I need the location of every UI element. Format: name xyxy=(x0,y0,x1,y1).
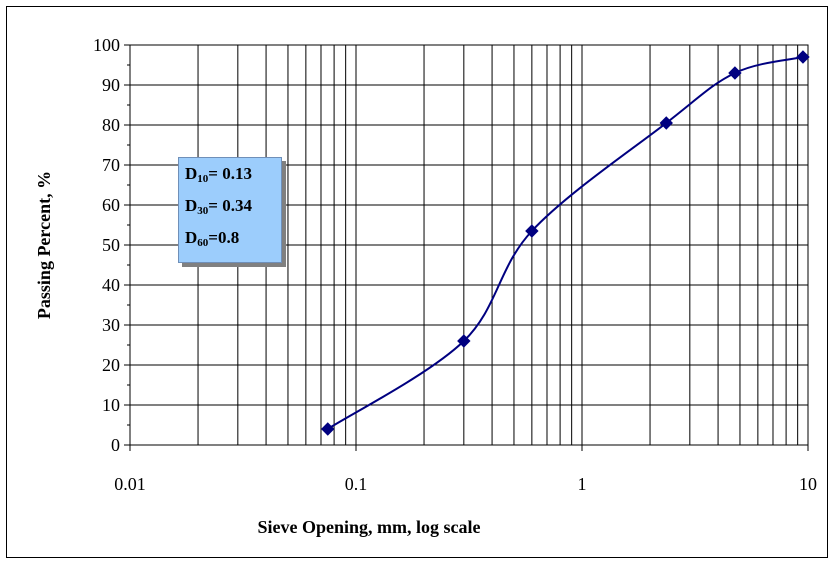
y-tick-label: 50 xyxy=(102,235,120,255)
series-markers xyxy=(321,50,810,436)
data-point-marker xyxy=(321,422,335,436)
y-axis-ticks: 0 10 20 30 40 50 60 70 80 90 100 xyxy=(93,35,130,455)
y-tick-label: 70 xyxy=(102,155,120,175)
x-tick-label: 0.1 xyxy=(345,474,368,494)
x-axis-ticks: 0.01 0.1 1 10 xyxy=(114,445,817,494)
y-tick-label: 60 xyxy=(102,195,120,215)
y-axis-title: Passing Percent, % xyxy=(34,171,54,319)
y-tick-label: 80 xyxy=(102,115,120,135)
annotation-box: D10= 0.13 D30= 0.34 D60=0.8 xyxy=(178,157,282,263)
data-point-marker xyxy=(728,66,742,80)
x-tick-label: 1 xyxy=(578,474,587,494)
x-tick-label: 10 xyxy=(799,474,817,494)
y-tick-label: 40 xyxy=(102,275,120,295)
y-tick-label: 30 xyxy=(102,315,120,335)
chart-frame xyxy=(6,6,828,558)
y-tick-label: 10 xyxy=(102,395,120,415)
data-point-marker xyxy=(457,334,471,348)
y-tick-label: 0 xyxy=(111,435,120,455)
x-axis-title: Sieve Opening, mm, log scale xyxy=(258,517,481,537)
y-tick-label: 20 xyxy=(102,355,120,375)
annotation-line-d10: D10= 0.13 xyxy=(185,164,252,185)
series-line xyxy=(327,56,804,430)
annotation-line-d30: D30= 0.34 xyxy=(185,196,252,217)
data-point-marker xyxy=(796,50,810,64)
y-tick-label: 100 xyxy=(93,35,120,55)
data-point-marker xyxy=(525,224,539,238)
x-tick-label: 0.01 xyxy=(114,474,146,494)
annotation-line-d60: D60=0.8 xyxy=(185,228,240,249)
y-tick-label: 90 xyxy=(102,75,120,95)
data-point-marker xyxy=(659,116,673,130)
